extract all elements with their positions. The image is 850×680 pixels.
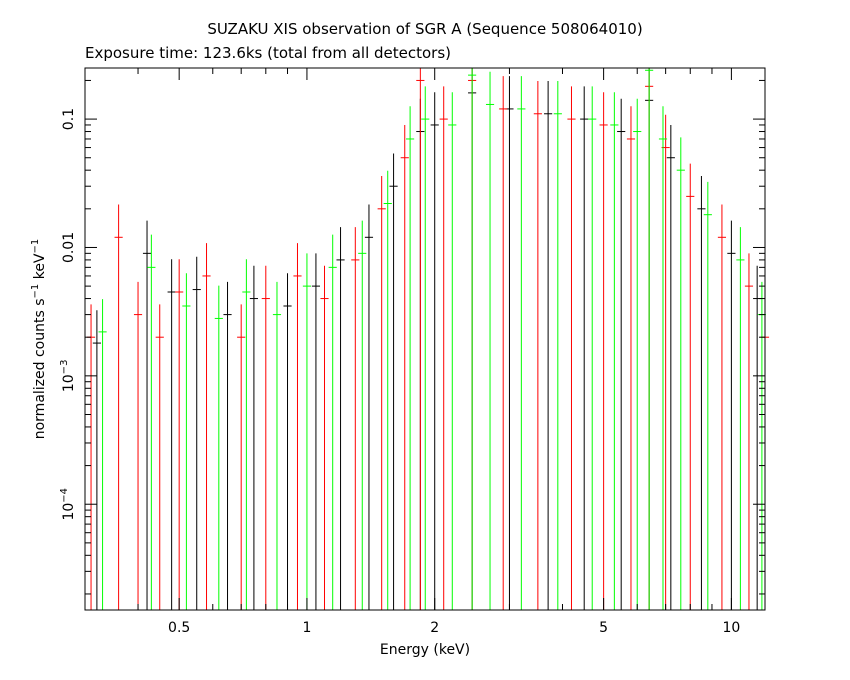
data-point bbox=[242, 259, 251, 610]
data-layer bbox=[86, 68, 770, 610]
x-tick-label: 1 bbox=[302, 620, 311, 636]
data-point bbox=[272, 281, 282, 610]
data-point bbox=[214, 285, 223, 610]
data-point bbox=[182, 273, 191, 610]
data-point bbox=[358, 220, 367, 610]
data-point bbox=[98, 299, 107, 610]
data-point bbox=[421, 86, 430, 610]
series-2 bbox=[86, 68, 770, 610]
data-point bbox=[167, 259, 176, 610]
data-point bbox=[658, 106, 668, 610]
data-point bbox=[328, 234, 337, 610]
data-point bbox=[736, 227, 745, 610]
data-point bbox=[114, 204, 123, 610]
data-point bbox=[364, 204, 374, 610]
data-point bbox=[544, 81, 553, 610]
data-point bbox=[155, 304, 164, 610]
data-point bbox=[686, 163, 695, 610]
data-point bbox=[400, 124, 409, 610]
y-axis-label-exp2: −1 bbox=[30, 239, 41, 254]
data-point bbox=[175, 259, 184, 610]
data-point bbox=[697, 176, 706, 610]
data-point bbox=[86, 304, 96, 610]
data-point bbox=[192, 256, 201, 610]
data-point bbox=[468, 68, 477, 610]
data-point bbox=[133, 281, 143, 610]
data-point bbox=[320, 265, 329, 610]
series-1 bbox=[92, 68, 762, 610]
data-point bbox=[599, 92, 608, 610]
data-point bbox=[626, 106, 636, 610]
y-axis-label-exp1: −1 bbox=[30, 284, 41, 299]
data-point bbox=[499, 76, 508, 610]
chart-title: SUZAKU XIS observation of SGR A (Sequenc… bbox=[207, 20, 643, 38]
data-point bbox=[202, 243, 211, 610]
data-point bbox=[430, 92, 439, 610]
y-axis-label: normalized counts s−1 keV−1 bbox=[30, 239, 48, 440]
y-tick-label: 10−4 bbox=[59, 488, 77, 521]
data-point bbox=[237, 304, 246, 610]
x-tick-label: 10 bbox=[722, 620, 740, 636]
data-point bbox=[293, 243, 302, 610]
data-point bbox=[377, 176, 386, 610]
data-point bbox=[351, 227, 360, 610]
data-point bbox=[676, 137, 685, 610]
data-point bbox=[448, 92, 457, 610]
data-point bbox=[753, 265, 762, 610]
data-point bbox=[533, 81, 542, 610]
data-point bbox=[142, 220, 152, 610]
data-point bbox=[416, 68, 425, 610]
data-point bbox=[389, 153, 398, 610]
data-point bbox=[727, 220, 736, 610]
y-tick-label-exp: −4 bbox=[59, 488, 70, 503]
data-point bbox=[580, 86, 589, 610]
x-tick-label: 5 bbox=[599, 620, 608, 636]
data-point bbox=[744, 253, 754, 610]
data-point bbox=[485, 71, 495, 610]
x-tick-label: 2 bbox=[430, 620, 439, 636]
y-tick-label: 0.1 bbox=[61, 108, 77, 130]
y-tick-label-exp: −3 bbox=[59, 360, 70, 375]
data-point bbox=[383, 170, 392, 610]
x-axis-label: Energy (keV) bbox=[380, 642, 470, 658]
data-point bbox=[645, 68, 654, 610]
data-point bbox=[261, 265, 270, 610]
data-point bbox=[406, 106, 415, 610]
x-tick-label: 0.5 bbox=[168, 620, 190, 636]
data-point bbox=[517, 76, 526, 610]
data-point bbox=[588, 86, 597, 610]
data-point bbox=[717, 204, 727, 610]
data-point bbox=[703, 181, 712, 610]
data-point bbox=[223, 281, 232, 610]
data-point bbox=[302, 253, 312, 610]
y-tick-label-base: 10 bbox=[61, 374, 77, 392]
y-tick-label: 0.01 bbox=[61, 232, 77, 263]
data-point bbox=[439, 86, 448, 610]
series-3 bbox=[98, 68, 766, 610]
data-point bbox=[249, 265, 258, 610]
data-point bbox=[336, 227, 345, 610]
data-point bbox=[610, 92, 619, 610]
data-point bbox=[311, 253, 321, 610]
data-point bbox=[666, 124, 675, 610]
y-tick-label: 10−3 bbox=[59, 360, 77, 393]
data-point bbox=[505, 76, 514, 610]
plot-frame bbox=[84, 67, 766, 611]
data-point bbox=[92, 310, 101, 610]
data-point bbox=[283, 273, 292, 610]
y-axis-label-mid: keV bbox=[32, 253, 48, 284]
data-point bbox=[553, 81, 562, 610]
y-tick-label-base: 10 bbox=[61, 503, 77, 521]
data-point bbox=[633, 98, 642, 610]
y-axis-label-main: normalized counts s bbox=[32, 298, 48, 439]
data-point bbox=[617, 98, 626, 610]
chart-subtitle: Exposure time: 123.6ks (total from all d… bbox=[85, 44, 452, 62]
data-point bbox=[147, 234, 156, 610]
data-point bbox=[567, 86, 576, 610]
